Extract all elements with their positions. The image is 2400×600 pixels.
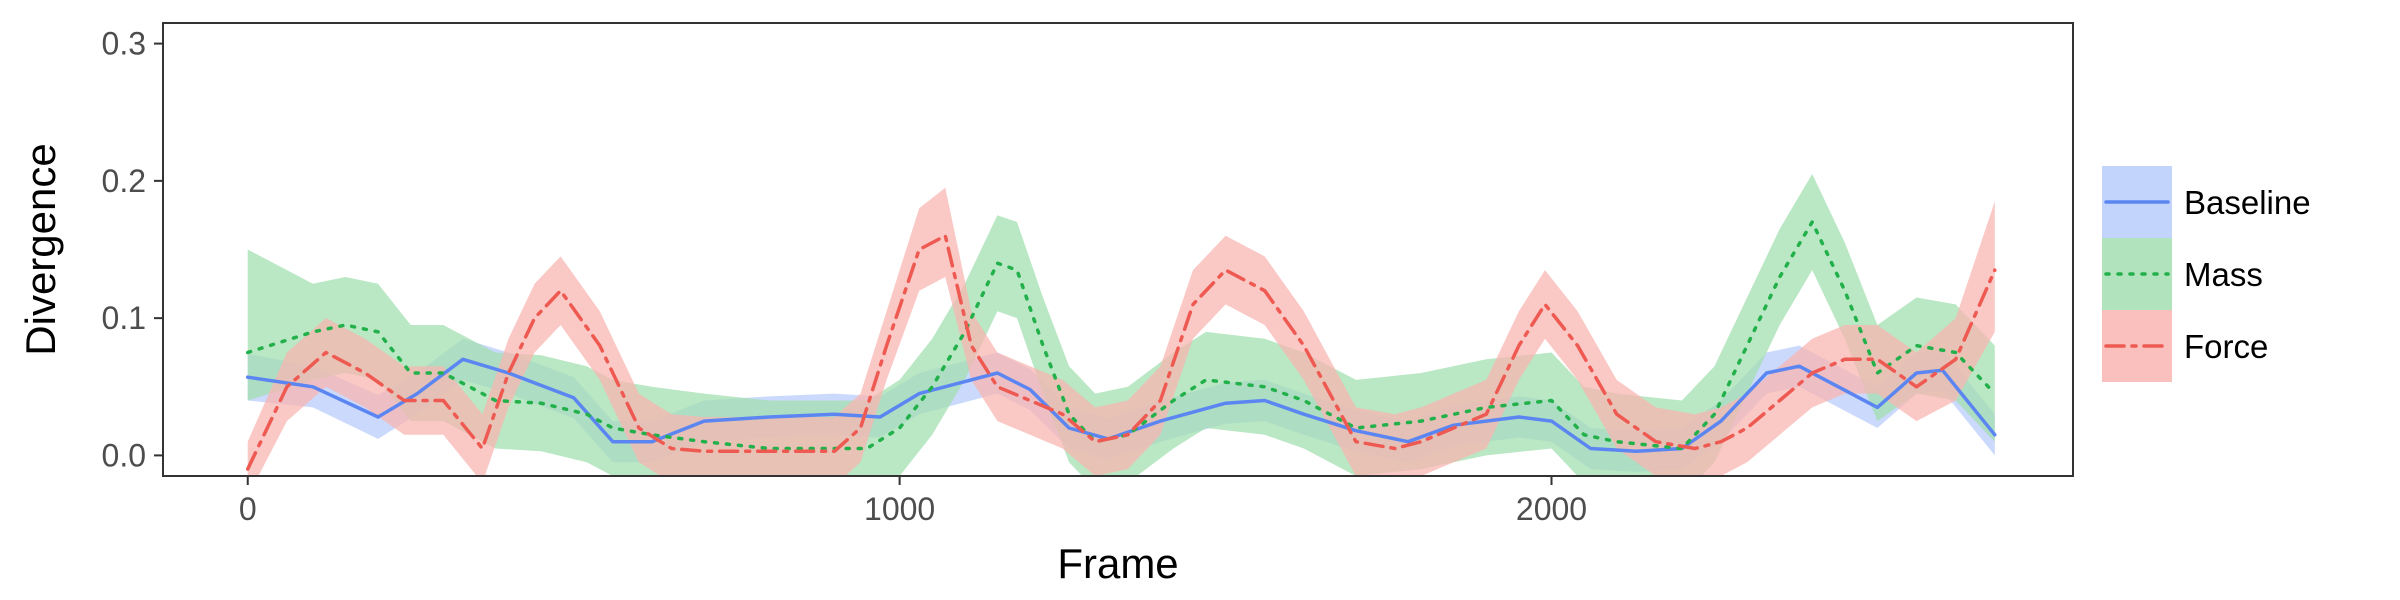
confidence-bands — [247, 174, 1995, 476]
force-series-line — [245, 234, 1997, 471]
plot-panel-border — [162, 22, 2074, 477]
y-axis: 0.0 0.1 0.2 0.3 — [102, 26, 163, 473]
legend-label-force: Force — [2184, 328, 2268, 365]
y-tick-label: 0.3 — [102, 26, 146, 62]
y-axis-title: Divergence — [17, 143, 64, 355]
series-lines — [245, 220, 1997, 471]
x-axis-title: Frame — [1057, 540, 1178, 587]
y-tick-label: 0.1 — [102, 300, 146, 336]
baseline-series-line — [245, 357, 1997, 454]
mass-confidence-band — [247, 174, 1995, 476]
legend-label-mass: Mass — [2184, 256, 2263, 293]
legend-label-baseline: Baseline — [2184, 184, 2311, 221]
x-axis: 0 1000 2000 — [239, 476, 1587, 527]
mass-series-line — [245, 220, 1997, 451]
force-confidence-band — [247, 187, 1995, 476]
x-tick-label: 0 — [239, 491, 257, 527]
legend-key-mass — [2102, 238, 2172, 310]
legend: Baseline Mass Force — [2102, 166, 2311, 382]
x-tick-label: 1000 — [864, 491, 935, 527]
x-tick-label: 2000 — [1516, 491, 1587, 527]
y-tick-label: 0.2 — [102, 163, 146, 199]
y-tick-label: 0.0 — [102, 437, 146, 473]
